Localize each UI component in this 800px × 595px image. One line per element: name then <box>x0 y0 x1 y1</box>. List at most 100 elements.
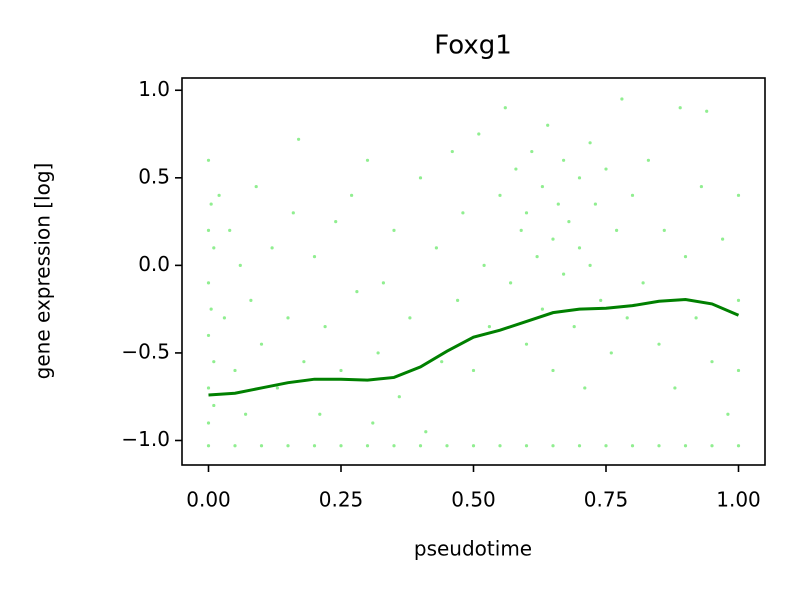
scatter-point <box>482 263 486 267</box>
scatter-point <box>450 149 454 154</box>
scatter-point <box>312 444 317 448</box>
y-tick-label: 0.0 <box>138 252 170 276</box>
scatter-point <box>498 193 502 197</box>
scatter-point <box>588 141 592 145</box>
scatter-point <box>206 386 211 390</box>
scatter-point <box>228 228 232 232</box>
scatter-point <box>657 444 661 448</box>
scatter-point <box>318 412 322 416</box>
scatter-point <box>206 333 211 338</box>
scatter-point <box>662 228 666 232</box>
scatter-point <box>418 176 423 180</box>
scatter-point <box>350 193 354 197</box>
scatter-point <box>209 307 213 311</box>
scatter-point <box>286 316 290 320</box>
scatter-point <box>524 444 529 448</box>
scatter-point <box>551 368 555 373</box>
scatter-point <box>297 137 301 141</box>
x-tick-label: 1.00 <box>716 488 761 512</box>
y-tick-label: 0.5 <box>138 164 170 188</box>
scatter-point <box>291 211 295 215</box>
scatter-point <box>424 430 428 434</box>
x-tick-label: 0.00 <box>186 488 231 512</box>
scatter-point <box>397 395 401 399</box>
scatter-point <box>705 109 709 113</box>
scatter-point <box>694 316 698 320</box>
scatter-point <box>562 158 566 162</box>
scatter-point <box>509 281 513 285</box>
scatter-point <box>222 316 226 320</box>
scatter-point <box>392 228 396 232</box>
scatter-point <box>355 290 359 294</box>
chart-title: Foxg1 <box>434 31 512 61</box>
scatter-point <box>376 351 380 355</box>
scatter-point <box>275 386 279 390</box>
scatter-point <box>503 106 507 110</box>
scatter-point <box>721 237 725 241</box>
scatter-point <box>710 360 714 364</box>
scatter-point <box>546 123 550 127</box>
scatter-point <box>567 219 571 224</box>
scatter-point <box>726 412 730 416</box>
y-tick-label: 1.0 <box>138 77 170 101</box>
x-tick-label: 0.50 <box>451 488 496 512</box>
scatter-point <box>381 281 385 285</box>
scatter-point <box>471 444 476 448</box>
scatter-point <box>418 444 423 448</box>
scatter-point <box>699 184 704 189</box>
scatter-point <box>206 281 211 285</box>
scatter-point <box>604 444 608 448</box>
scatter-point <box>312 255 317 259</box>
trend-line <box>208 298 740 397</box>
scatter-point <box>710 444 714 448</box>
scatter-point <box>456 298 460 302</box>
scatter-point <box>736 368 741 373</box>
scatter-point <box>249 298 253 302</box>
scatter-point <box>657 342 661 346</box>
scatter-point <box>371 421 375 425</box>
scatter-point <box>408 316 412 320</box>
scatter-point <box>270 246 274 250</box>
scatter-point <box>577 176 582 180</box>
scatter-point <box>736 298 741 302</box>
scatter-point <box>514 167 518 171</box>
scatter-point <box>206 228 211 232</box>
y-tick-label: −1.0 <box>121 427 170 451</box>
scatter-point <box>286 444 290 448</box>
scatter-point <box>683 444 688 448</box>
x-axis-label: pseudotime <box>414 537 532 561</box>
scatter-point <box>212 360 216 364</box>
scatter-point <box>583 386 587 390</box>
scatter-point <box>593 202 598 206</box>
scatter-point <box>540 307 545 311</box>
scatter-point <box>244 412 248 416</box>
scatter-point <box>524 342 529 346</box>
scatter-point <box>498 444 502 448</box>
scatter-point <box>217 193 221 197</box>
scatter-point <box>302 360 306 364</box>
scatter-point <box>440 360 444 364</box>
scatter-point <box>630 193 635 197</box>
scatter-point <box>233 444 237 448</box>
scatter-point <box>254 184 258 189</box>
scatter-point <box>736 193 741 197</box>
x-tick-label: 0.75 <box>584 488 629 512</box>
scatter-point <box>259 444 264 448</box>
scatter-point <box>238 263 242 267</box>
plot-frame <box>181 77 766 466</box>
scatter-point <box>209 202 213 206</box>
scatter-point <box>562 272 566 276</box>
y-axis-label: gene expression [log] <box>31 163 55 380</box>
scatter-point <box>206 421 211 425</box>
scatter-point <box>630 444 635 448</box>
scatter-point <box>445 444 449 448</box>
scatter-point <box>588 263 592 267</box>
scatter-point <box>519 228 523 232</box>
scatter-point <box>604 167 608 171</box>
scatter-point <box>551 444 555 448</box>
scatter-point <box>477 132 481 136</box>
scatter-point <box>615 228 619 232</box>
scatter-point <box>339 444 343 448</box>
scatter-point <box>461 211 465 215</box>
scatter-point <box>392 444 396 448</box>
